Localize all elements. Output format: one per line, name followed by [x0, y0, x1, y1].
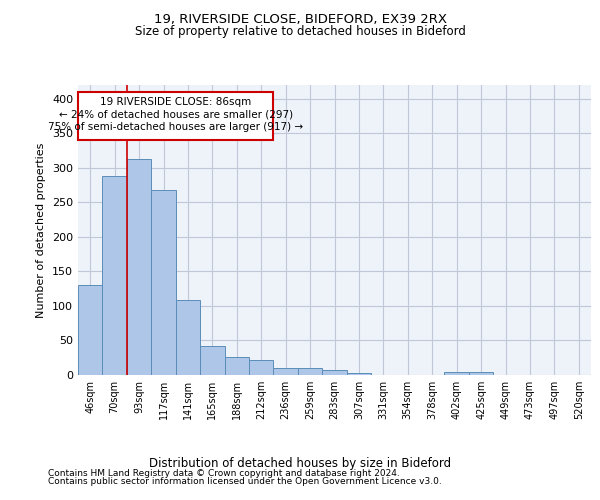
- Text: 75% of semi-detached houses are larger (917) →: 75% of semi-detached houses are larger (…: [48, 122, 303, 132]
- Bar: [322, 370, 347, 375]
- Bar: [78, 285, 103, 375]
- Text: 19 RIVERSIDE CLOSE: 86sqm: 19 RIVERSIDE CLOSE: 86sqm: [100, 96, 251, 106]
- Y-axis label: Number of detached properties: Number of detached properties: [37, 142, 46, 318]
- Text: Contains public sector information licensed under the Open Government Licence v3: Contains public sector information licen…: [48, 477, 442, 486]
- Bar: [103, 176, 127, 375]
- Text: Contains HM Land Registry data © Crown copyright and database right 2024.: Contains HM Land Registry data © Crown c…: [48, 468, 400, 477]
- Bar: [78, 92, 274, 140]
- Text: ← 24% of detached houses are smaller (297): ← 24% of detached houses are smaller (29…: [59, 109, 293, 119]
- Text: Size of property relative to detached houses in Bideford: Size of property relative to detached ho…: [134, 25, 466, 38]
- Bar: [445, 372, 469, 375]
- Bar: [249, 360, 274, 375]
- Text: 19, RIVERSIDE CLOSE, BIDEFORD, EX39 2RX: 19, RIVERSIDE CLOSE, BIDEFORD, EX39 2RX: [154, 12, 446, 26]
- Bar: [469, 372, 493, 375]
- Bar: [200, 346, 224, 375]
- Bar: [298, 368, 322, 375]
- Text: Distribution of detached houses by size in Bideford: Distribution of detached houses by size …: [149, 458, 451, 470]
- Bar: [151, 190, 176, 375]
- Bar: [274, 368, 298, 375]
- Bar: [347, 373, 371, 375]
- Bar: [127, 159, 151, 375]
- Bar: [176, 300, 200, 375]
- Bar: [224, 357, 249, 375]
